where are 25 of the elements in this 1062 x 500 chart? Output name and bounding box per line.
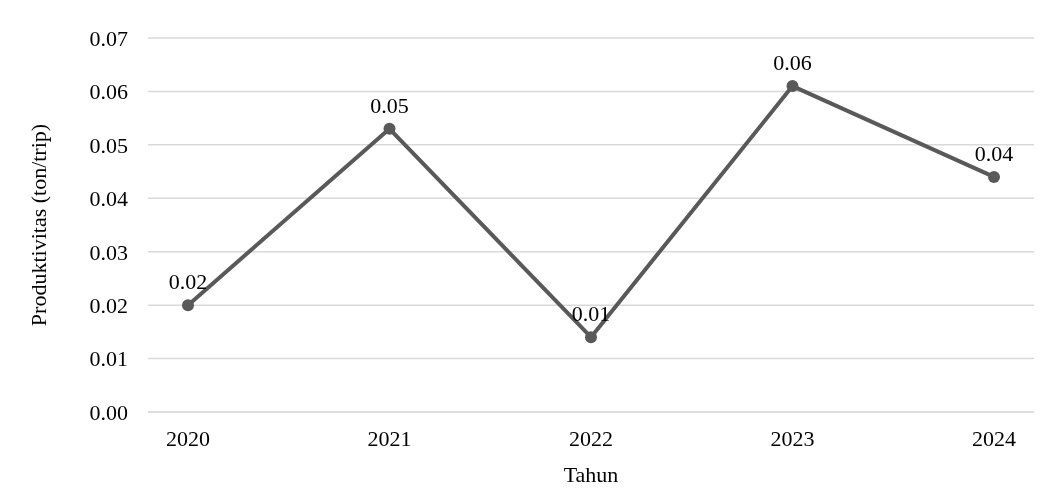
point [383,122,396,135]
data-label: 0.01 [571,301,611,327]
x-tick-label: 2020 [166,425,210,451]
y-tick-label: 0.01 [89,346,128,372]
x-tick-label: 2021 [367,425,412,451]
y-tick-label: 0.03 [89,239,128,265]
y-tick-label: 0.07 [89,25,128,51]
y-tick-label: 0.04 [89,186,128,212]
y-axis-title: Produktivitas (ton/trip) [25,123,51,327]
x-axis-title: Tahun [563,462,619,487]
x-tick-label: 2022 [569,425,613,451]
x-tick-label: 2024 [972,425,1016,451]
y-tick-label: 0.06 [89,79,128,105]
data-label: 0.04 [974,140,1014,166]
point [988,170,1000,183]
point [585,331,597,344]
y-tick-label: 0.05 [89,132,128,158]
y-tick-label: 0.00 [89,399,128,425]
point [786,80,799,93]
data-label: 0.06 [773,50,812,76]
data-label: 0.05 [370,92,409,118]
x-tick-label: 2023 [770,425,815,451]
point [182,299,194,312]
data-label: 0.02 [168,269,208,295]
y-tick-label: 0.02 [89,292,128,318]
